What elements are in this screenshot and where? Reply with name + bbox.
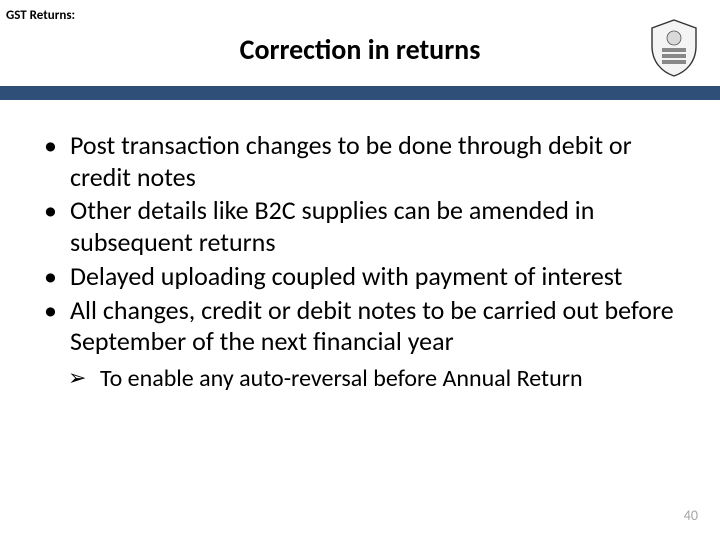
list-item: Delayed uploading coupled with payment o…: [30, 261, 690, 293]
sub-list-item: To enable any auto-reversal before Annua…: [30, 364, 690, 394]
sub-bullet-list: To enable any auto-reversal before Annua…: [30, 364, 690, 394]
content-area: Post transaction changes to be done thro…: [30, 130, 690, 394]
page-number: 40: [684, 507, 698, 524]
slide: GST Returns: Correction in returns Post …: [0, 0, 720, 540]
emblem-logo: [646, 18, 702, 78]
list-item: Other details like B2C supplies can be a…: [30, 195, 690, 258]
header-label: GST Returns:: [6, 8, 75, 23]
list-item: Post transaction changes to be done thro…: [30, 130, 690, 193]
title-underline-bar: [0, 86, 720, 100]
slide-title: Correction in returns: [0, 32, 720, 67]
bullet-list: Post transaction changes to be done thro…: [30, 130, 690, 358]
list-item: All changes, credit or debit notes to be…: [30, 295, 690, 358]
